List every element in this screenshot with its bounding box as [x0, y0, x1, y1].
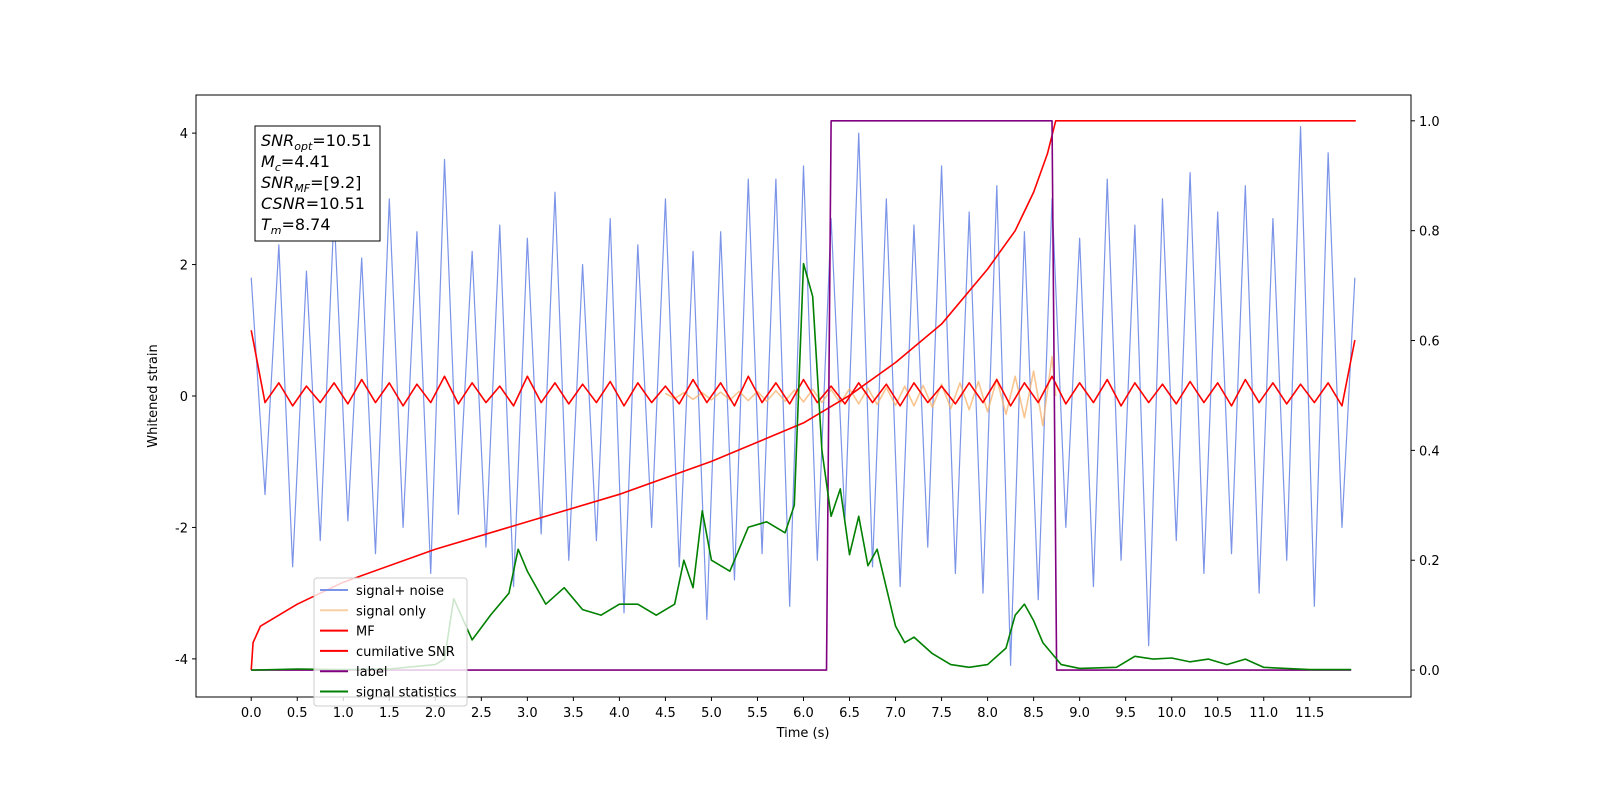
y-axis-label: Whitened strain [146, 344, 161, 447]
legend-label: MF [356, 625, 375, 640]
x-tick-label: 0.0 [241, 706, 262, 721]
annotation-box [254, 125, 381, 242]
series-line [250, 330, 1356, 407]
y-tick-label: -4 [175, 653, 188, 668]
annotation-line: SNRMF=[9.2] [261, 173, 361, 195]
annotation-symbol: T [261, 215, 272, 234]
annotation-symbol: M [261, 152, 275, 171]
x-tick-label: 3.5 [563, 706, 584, 721]
series-line [665, 355, 1057, 427]
annotation: SNRopt=10.51Mc=4.41SNRMF=[9.2]CSNR=10.51… [254, 125, 381, 242]
annotation-subscript: MF [294, 182, 310, 195]
annotation-line: CSNR=10.51 [261, 194, 365, 213]
x-tick-label: 6.5 [839, 706, 860, 721]
y-tick-label: 2 [180, 259, 188, 274]
legend-label: cumilative SNR [356, 645, 455, 660]
y2-tick-label: 0.8 [1419, 225, 1440, 240]
series-line [250, 120, 1356, 671]
annotation-subscript: c [275, 161, 281, 174]
x-tick-label: 2.0 [425, 706, 446, 721]
y-tick-label: -2 [175, 521, 188, 536]
x-tick-label: 5.5 [747, 706, 768, 721]
annotation-line: Mc=4.41 [261, 152, 330, 174]
y2-tick-label: 0.2 [1419, 554, 1440, 569]
annotation-subscript: m [271, 224, 282, 237]
x-tick-label: 10.5 [1203, 706, 1232, 721]
annotation-line: Tm=8.74 [261, 215, 331, 237]
annotation-value: =10.51 [312, 131, 371, 150]
x-tick-label: 4.0 [609, 706, 630, 721]
annotation-value: =10.51 [306, 194, 365, 213]
annotation-value: =4.41 [281, 152, 330, 171]
x-tick-label: 8.5 [1023, 706, 1044, 721]
legend-label: signal statistics [356, 686, 457, 701]
legend-label: label [356, 665, 387, 680]
x-tick-label: 7.5 [931, 706, 952, 721]
annotation-symbol: SNR [261, 131, 294, 150]
y-tick-label: 4 [180, 127, 188, 142]
x-tick-label: 1.0 [333, 706, 354, 721]
annotation-line: SNRopt=10.51 [261, 131, 372, 153]
y2-tick-label: 0.6 [1419, 335, 1440, 350]
x-tick-label: 5.0 [701, 706, 722, 721]
plot-lines [250, 120, 1356, 671]
y-tick-label: 0 [180, 390, 188, 405]
x-tick-label: 8.0 [977, 706, 998, 721]
annotation-symbol: SNR [261, 173, 294, 192]
x-tick-label: 1.5 [379, 706, 400, 721]
legend: signal+ noise signal only MF cumilative SNR… [313, 577, 468, 707]
series-line [251, 262, 1352, 671]
legend-label: signal+ noise [356, 584, 444, 599]
annotation-value: =[9.2] [310, 173, 361, 192]
x-tick-label: 2.5 [471, 706, 492, 721]
annotation-subscript: opt [294, 140, 313, 153]
legend-label: signal only [356, 604, 426, 619]
x-tick-label: 6.0 [793, 706, 814, 721]
x-tick-label: 9.0 [1069, 706, 1090, 721]
x-tick-label: 4.5 [655, 706, 676, 721]
y2-tick-label: 0.4 [1419, 444, 1440, 459]
annotation-value: =8.74 [282, 215, 331, 234]
y2-tick-label: 1.0 [1419, 115, 1440, 130]
x-tick-label: 0.5 [287, 706, 308, 721]
x-tick-label: 11.5 [1295, 706, 1324, 721]
x-tick-label: 7.0 [885, 706, 906, 721]
x-tick-label: 11.0 [1249, 706, 1278, 721]
legend-box [313, 577, 468, 707]
y2-tick-label: 0.0 [1419, 664, 1440, 679]
x-tick-label: 9.5 [1115, 706, 1136, 721]
x-axis-label: Time (s) [776, 726, 830, 741]
annotation-symbol: CSNR [261, 194, 306, 213]
series-line [250, 125, 1356, 667]
x-tick-label: 3.0 [517, 706, 538, 721]
series-line [251, 120, 1352, 671]
x-tick-label: 10.0 [1157, 706, 1186, 721]
